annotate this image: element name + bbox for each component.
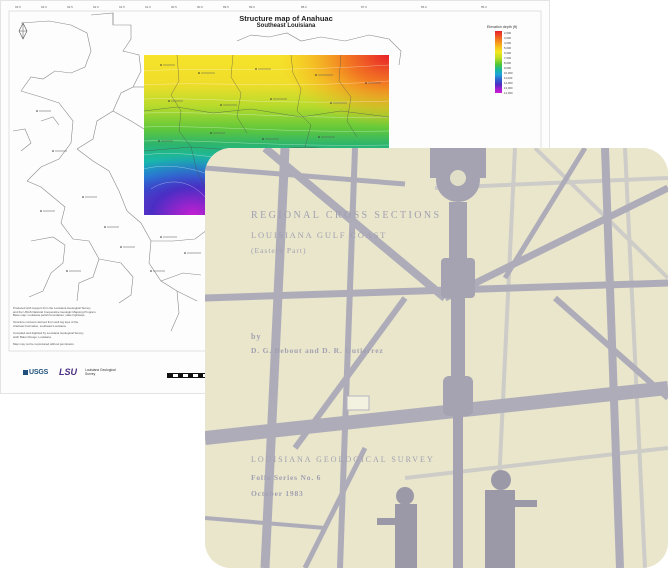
cover-title-line3: (Eastern Part) [251, 246, 307, 255]
map-title: Structure map of Anahuac [239, 14, 333, 23]
legend-label: 13,000 [504, 86, 513, 90]
map-tick: 92.5 [67, 5, 73, 9]
map-tick: 85.0 [481, 5, 487, 9]
note-line: Anahuac Formation, southeast Louisiana. [13, 323, 67, 328]
map-tick: 92.0 [93, 5, 99, 9]
cover-publisher: LOUISIANA GEOLOGICAL SURVEY [251, 455, 435, 464]
map-tick: 91.5 [119, 5, 125, 9]
lgs-logo-text: Louisiana Geological Survey [85, 368, 125, 376]
legend-label: 6,000 [504, 51, 511, 55]
legend-label: 2,000 [504, 31, 511, 35]
note-line: Map may not be reproduced without permis… [13, 341, 75, 346]
cover-date: October 1983 [251, 489, 304, 498]
legend-label: 11,000 [504, 76, 513, 80]
legend-label: 10,000 [504, 71, 513, 75]
legend-label: 9,000 [504, 66, 511, 70]
lsu-logo: LSU [59, 367, 77, 377]
lgs-line2: Survey [85, 372, 96, 376]
map-tick: 93.0 [41, 5, 47, 9]
cover-title: REGIONAL CROSS SECTIONS [251, 210, 442, 221]
note-line: Compiled and digitized by Louisiana Geol… [13, 331, 84, 336]
folio-cover: REGIONAL CROSS SECTIONS LOUISIANA GULF C… [205, 148, 668, 568]
map-tick: 93.5 [15, 5, 21, 9]
cover-title-line2: LOUISIANA GULF COAST [251, 230, 388, 240]
note-line: Base map: Louisiana parish boundaries, s… [13, 313, 86, 318]
scale-bar [167, 373, 209, 378]
legend-label: 7,000 [504, 56, 511, 60]
legend-label: 4,000 [504, 41, 511, 45]
drilling-rig-photo [205, 148, 668, 568]
lgs-line1: Louisiana Geological [85, 368, 116, 372]
usgs-logo: USGS [23, 369, 48, 376]
legend-label: 5,000 [504, 46, 511, 50]
north-arrow-icon [18, 22, 28, 40]
cover-by: by [251, 332, 262, 341]
map-tick: 90.0 [197, 5, 203, 9]
legend-title: Elevation depth (ft) [487, 25, 518, 29]
legend-color-bar [495, 31, 502, 93]
legend-label: 8,000 [504, 61, 511, 65]
note-line: and the USGS National Cooperative Geolog… [13, 309, 97, 314]
legend-label: 3,000 [504, 36, 511, 40]
map-tick: 90.5 [171, 5, 177, 9]
map-notes: Produced with support from the Louisiana… [13, 306, 138, 347]
note-line: staff, Baton Rouge, Louisiana. [13, 334, 52, 339]
map-tick: 91.0 [145, 5, 151, 9]
map-tick: 88.0 [301, 5, 307, 9]
legend-label: 14,000 [504, 91, 513, 95]
note-line: Structure contours derived from well log… [13, 320, 79, 325]
map-tick: 87.0 [361, 5, 367, 9]
legend-label: 12,000 [504, 81, 513, 85]
map-tick: 86.0 [421, 5, 427, 9]
map-subtitle: Southeast Louisiana [256, 23, 316, 29]
note-line: Produced with support from the Louisiana… [13, 306, 91, 310]
map-tick: 89.0 [249, 5, 255, 9]
cover-series: Folio Series No. 6 [251, 473, 322, 482]
map-tick: 89.5 [223, 5, 229, 9]
cover-authors: D. G. Bebout and D. R. Gutiérrez [251, 346, 384, 355]
